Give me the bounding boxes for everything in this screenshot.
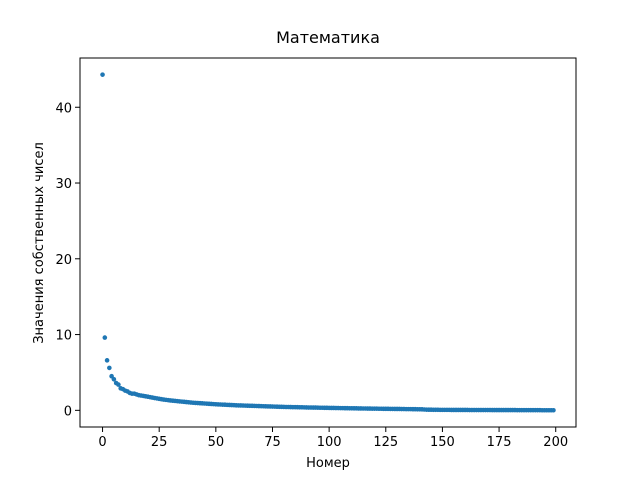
x-tick-label: 175 (487, 435, 512, 450)
chart-title: Математика (276, 28, 380, 47)
x-axis-label: Номер (306, 456, 350, 471)
y-tick-label: 0 (64, 404, 72, 419)
y-axis-label: Значения собственных чисел (32, 142, 47, 344)
point (107, 365, 112, 371)
point (100, 72, 105, 77)
point (104, 358, 110, 363)
x-tick-label: 200 (543, 435, 568, 450)
y-tick-label: 10 (55, 329, 72, 344)
x-tick-label: 75 (264, 435, 281, 450)
x-tick-label: 25 (151, 435, 168, 450)
point (116, 382, 121, 387)
x-tick-label: 50 (208, 435, 225, 450)
x-tick-label: 0 (98, 435, 106, 450)
point (551, 407, 556, 413)
x-tick-label: 150 (430, 435, 455, 450)
x-tick-label: 125 (373, 435, 398, 450)
axes-frame (79, 57, 577, 428)
point (102, 335, 108, 340)
y-tick-label: 40 (55, 101, 72, 116)
point (111, 376, 117, 382)
x-tick-label: 100 (317, 435, 342, 450)
y-tick-label: 30 (55, 177, 72, 192)
y-tick-label: 20 (55, 253, 72, 268)
